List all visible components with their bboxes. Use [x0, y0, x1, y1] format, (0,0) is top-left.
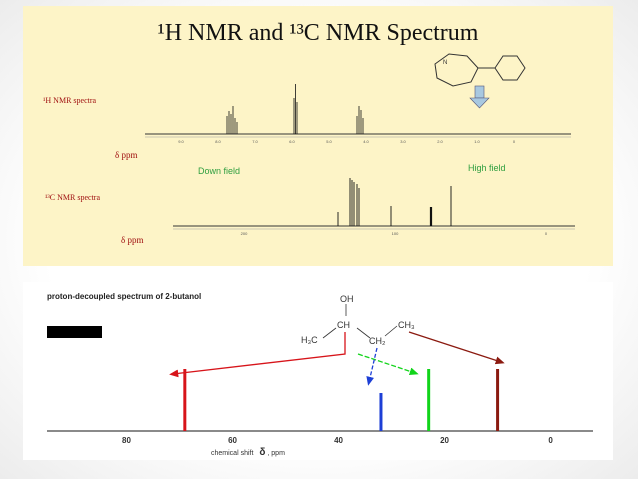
h-tick-label: 0 — [513, 139, 516, 144]
c-tick-label: 0 — [545, 231, 548, 236]
assignment-arrows — [169, 331, 505, 386]
x-tick-label: 60 — [228, 436, 237, 445]
redaction-bar — [47, 326, 102, 338]
peaks — [183, 369, 500, 431]
nmr-overview-figure: ¹H NMR and ¹³C NMR Spectrum N ¹H NMR spe… — [23, 6, 613, 266]
h-nmr-label: ¹H NMR spectra — [43, 96, 97, 105]
h-tick-label: 8.0 — [215, 139, 221, 144]
x-axis-label: chemical shift δ , ppm — [211, 447, 285, 458]
butanol-spectrum-figure: proton-decoupled spectrum of 2-butanol O… — [23, 282, 613, 460]
slide-title: ¹H NMR and ¹³C NMR Spectrum — [158, 20, 479, 46]
ch2-group-label: CH₂ — [369, 336, 386, 346]
butanol-structure: OH CH H₃C CH₂ CH₃ — [301, 294, 415, 346]
x-tick-label: 0 — [548, 436, 553, 445]
h-tick-label: 3.0 — [400, 139, 406, 144]
x-tick-label: 80 — [122, 436, 131, 445]
x-axis-unit: , ppm — [267, 450, 285, 457]
benzodiazepine-structure: N — [434, 53, 526, 87]
nmr-overview-svg: ¹H NMR and ¹³C NMR Spectrum N ¹H NMR spe… — [43, 20, 575, 245]
down-field-label: Down field — [198, 166, 240, 176]
x-axis-label-text: chemical shift — [211, 450, 253, 457]
h-tick-label: 5.0 — [326, 139, 332, 144]
ch3-group-label: CH₃ — [398, 320, 415, 330]
x-axis-delta: δ — [259, 447, 265, 458]
c-delta-label: δ ppm — [121, 235, 144, 245]
h-tick-label: 2.0 — [437, 139, 443, 144]
high-field-label: High field — [468, 163, 506, 173]
c-nmr-label: ¹³C NMR spectra — [45, 193, 100, 202]
h-tick-label: 1.0 — [474, 139, 480, 144]
oh-group-label: OH — [340, 294, 354, 304]
h-tick-label: 7.0 — [252, 139, 258, 144]
ch-group-label: CH — [337, 320, 350, 330]
h-tick-label: 6.0 — [289, 139, 295, 144]
c-tick-label: 200 — [241, 231, 248, 236]
chart-title: proton-decoupled spectrum of 2-butanol — [47, 292, 201, 301]
h-delta-label: δ ppm — [115, 150, 138, 160]
h-nmr-spectrum: 9.0 8.0 7.0 6.0 5.0 4.0 3.0 2.0 1.0 0 — [145, 84, 571, 144]
h-tick-label: 9.0 — [178, 139, 184, 144]
down-arrow-icon — [469, 85, 490, 109]
butanol-chart-svg: proton-decoupled spectrum of 2-butanol O… — [47, 292, 593, 458]
h-tick-label: 4.0 — [363, 139, 369, 144]
x-tick-label: 20 — [440, 436, 449, 445]
svg-text:N: N — [443, 60, 447, 66]
h3c-group-label: H₃C — [301, 335, 318, 345]
c-tick-label: 100 — [392, 231, 399, 236]
x-ticks: 80 60 40 20 0 — [122, 436, 553, 445]
c-nmr-spectrum: 200 100 0 — [173, 178, 575, 236]
x-tick-label: 40 — [334, 436, 343, 445]
